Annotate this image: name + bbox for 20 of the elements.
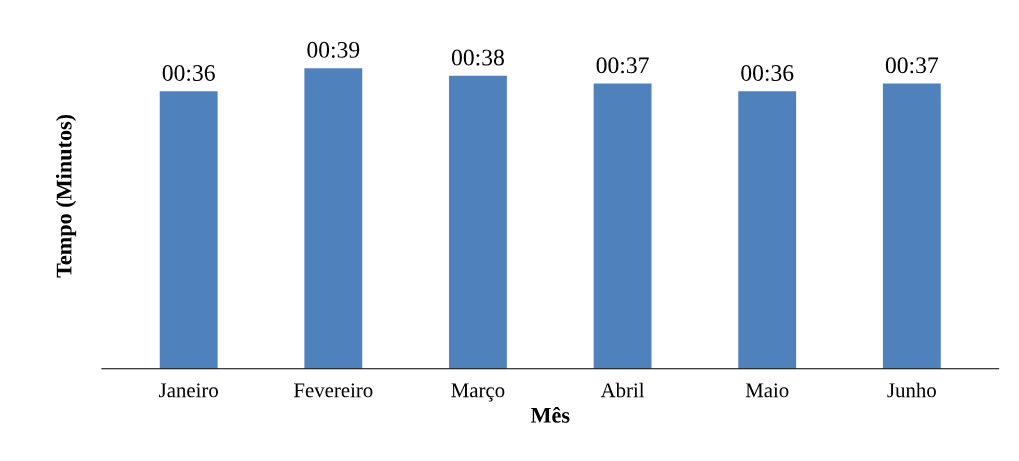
bar (159, 91, 218, 369)
bar (882, 83, 941, 369)
data-label: 00:39 (307, 41, 360, 58)
data-label: 00:37 (885, 57, 939, 74)
bar (449, 75, 507, 369)
x-tick-label: Abril (600, 382, 645, 398)
data-label: 00:38 (451, 49, 504, 66)
data-label: 00:36 (741, 64, 794, 82)
data-label: 00:36 (162, 64, 215, 82)
x-tick-label: Janeiro (159, 383, 218, 398)
bar (304, 68, 363, 369)
bar (593, 83, 652, 369)
x-tick-label: Março (451, 383, 505, 402)
bar (738, 91, 797, 369)
x-axis-title: Mês (530, 406, 570, 423)
x-tick-label: Maio (745, 383, 789, 398)
x-tick-label: Fevereiro (294, 383, 373, 398)
y-axis-title: Tempo (Minutos) (55, 114, 77, 278)
x-tick-label: Junho (887, 382, 936, 398)
data-label: 00:37 (596, 57, 649, 74)
